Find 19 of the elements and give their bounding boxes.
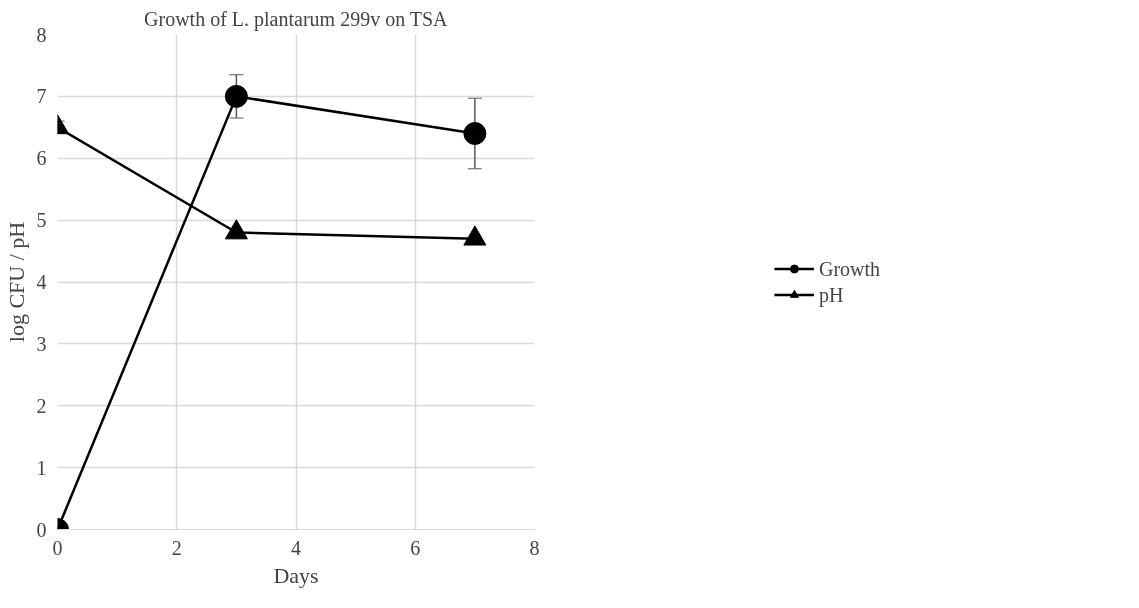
chart-title: Growth of L. plantarum 299v on TSA — [144, 7, 449, 31]
y-tick-label: 4 — [36, 271, 47, 293]
y-tick-label: 0 — [36, 518, 47, 541]
y-tick-label: 8 — [36, 23, 47, 46]
y-tick-label: 1 — [36, 456, 47, 479]
y-tick-label: 2 — [36, 394, 47, 417]
x-tick-label: 2 — [171, 536, 182, 559]
x-tick-label: 8 — [529, 536, 540, 559]
x-tick-label: 6 — [410, 536, 421, 559]
x-tick-label: 0 — [52, 536, 63, 559]
legend-label: pH — [818, 283, 844, 306]
x-axis-title: Days — [273, 562, 319, 588]
y-tick-label: 7 — [36, 85, 47, 108]
y-tick-label: 6 — [36, 147, 47, 170]
x-tick-label: 4 — [291, 536, 301, 559]
legend-label: Growth — [818, 257, 881, 280]
y-tick-label: 3 — [36, 332, 47, 355]
y-axis-title: log CFU / pH — [3, 221, 29, 343]
y-tick-label: 5 — [36, 209, 47, 232]
